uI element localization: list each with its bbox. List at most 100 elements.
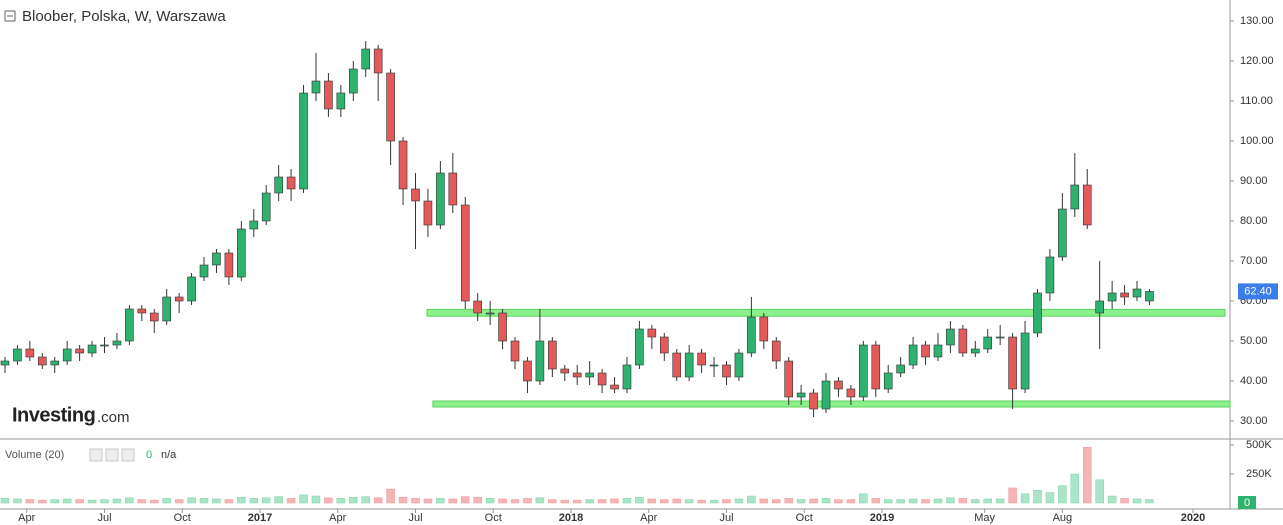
candle-body [373, 48, 383, 74]
candle-body [361, 48, 371, 70]
candle-body [0, 360, 10, 366]
volume-bar [1020, 493, 1030, 504]
volume-bar [336, 498, 346, 504]
candle-body [137, 308, 147, 314]
x-tick-label: Jul [719, 512, 733, 524]
volume-bar [0, 498, 10, 504]
x-tick-label: 2017 [248, 512, 272, 524]
candle-body [572, 372, 582, 378]
volume-bar [187, 497, 196, 504]
volume-bar [461, 496, 470, 504]
candle-body [149, 312, 159, 322]
candle-body [25, 348, 35, 358]
y-tick-label: 90.00 [1240, 175, 1268, 187]
candle-body [112, 340, 122, 346]
volume-bar [772, 499, 781, 504]
logo-suffix: .com [97, 409, 130, 426]
volume-bar [38, 499, 47, 504]
volume-bar [1120, 498, 1129, 504]
volume-bar [821, 498, 831, 504]
volume-bar [162, 498, 171, 504]
volume-bar [373, 497, 383, 504]
y-tick-label: 130.00 [1240, 15, 1274, 27]
candle-body [224, 252, 234, 278]
candle-body [1145, 291, 1154, 302]
volume-bar [896, 499, 905, 504]
volume-bar [846, 499, 856, 504]
y-tick-label: 70.00 [1240, 255, 1268, 267]
candle-body [709, 364, 719, 367]
volume-bar [585, 499, 594, 504]
candle-body [846, 388, 856, 398]
candle-body [311, 80, 321, 94]
chart-title: Bloober, Polska, W, Warszawa [22, 8, 226, 25]
candle-body [100, 344, 109, 347]
volume-bar [448, 498, 458, 504]
volume-bar [809, 498, 818, 504]
volume-bar [398, 496, 408, 504]
candle-body [1120, 292, 1129, 298]
volume-bar [908, 498, 918, 504]
volume-bar [286, 498, 296, 504]
candle-body [50, 360, 60, 366]
volume-bar [1008, 487, 1017, 504]
volume-legend-extra: n/a [161, 449, 177, 461]
volume-bar [349, 496, 358, 504]
candle-body [859, 344, 868, 398]
volume-bar [834, 499, 843, 504]
volume-bar [684, 499, 694, 504]
volume-close-icon[interactable] [121, 448, 135, 462]
volume-bar [622, 498, 632, 504]
volume-legend-value: 0 [146, 449, 152, 461]
candle-body [871, 344, 881, 390]
volume-bar [709, 499, 719, 504]
y-tick-label: 80.00 [1240, 215, 1268, 227]
collapse-icon[interactable] [4, 10, 16, 22]
volume-bar [261, 497, 271, 504]
candle-body [62, 348, 72, 362]
volume-bar [174, 499, 184, 504]
volume-bar [635, 496, 644, 504]
volume-bar [485, 498, 495, 504]
candle-body [237, 228, 246, 278]
candle-body [809, 392, 818, 410]
volume-bar [1045, 492, 1055, 504]
volume-bar [199, 498, 209, 504]
candle-body [548, 340, 557, 370]
y-tick-label: 30.00 [1240, 415, 1268, 427]
candle-body [784, 360, 793, 398]
volume-bar [946, 497, 955, 504]
x-tick-label: Jul [408, 512, 422, 524]
candle-body [834, 380, 843, 390]
x-tick-label: Aug [1053, 512, 1073, 524]
volume-bar [473, 496, 482, 504]
volume-bar [871, 498, 881, 504]
candle-body [796, 392, 806, 398]
volume-bar [535, 497, 545, 504]
volume-bar [734, 498, 744, 504]
candle-body [535, 340, 545, 382]
volume-bar [62, 498, 72, 504]
volume-bar [386, 488, 395, 504]
candle-body [13, 348, 22, 362]
volume-gear-icon[interactable] [105, 448, 119, 462]
volume-bar [572, 499, 582, 504]
volume-bar [1145, 499, 1154, 504]
candle-body [485, 312, 495, 315]
last-price-label: 62.40 [1244, 285, 1272, 297]
y-tick-label: 100.00 [1240, 135, 1274, 147]
candle-body [274, 176, 283, 194]
candle-body [970, 348, 980, 354]
volume-settings-icon[interactable] [89, 448, 103, 462]
candle-body [348, 68, 358, 94]
candle-body [672, 352, 682, 378]
volume-bar [971, 499, 980, 504]
candle-body [460, 204, 470, 302]
candle-body [622, 364, 632, 390]
candle-body [162, 296, 171, 322]
volume-bar [50, 499, 59, 504]
volume-tick-label: 500K [1246, 439, 1272, 451]
volume-bar [361, 496, 370, 504]
candle-body [448, 172, 458, 206]
